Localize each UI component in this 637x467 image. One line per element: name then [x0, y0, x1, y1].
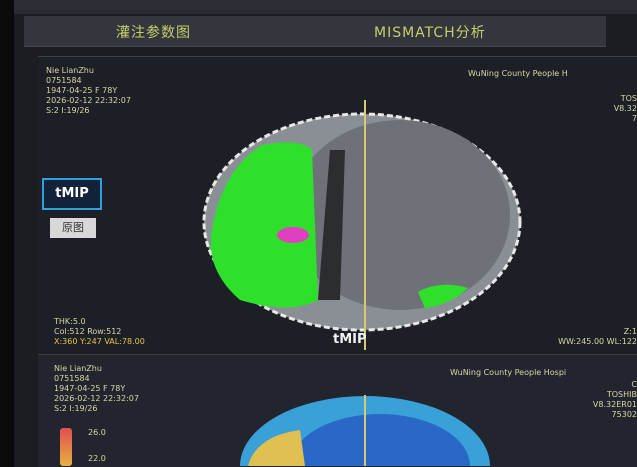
tab-mismatch-analysis[interactable]: MISMATCH分析: [374, 25, 486, 41]
infarct-core: [277, 227, 309, 243]
perfusion-delay-region: [248, 430, 305, 466]
hypoperfusion-region-2: [418, 284, 468, 308]
top-strip: [14, 0, 637, 14]
color-scale-bar: [60, 428, 72, 466]
tab-perfusion-maps[interactable]: 灌注参数图: [116, 25, 191, 41]
brain-tissue-right: [290, 120, 510, 310]
hypoperfusion-region: [210, 142, 318, 308]
tmip-button[interactable]: tMIP: [42, 178, 102, 210]
perfusion-brain-core: [290, 414, 470, 466]
color-scale-mid: 22.0: [88, 454, 106, 463]
device-info: TOS V8.32 7: [613, 94, 637, 123]
device-info-2: C TOSHIB V8.32ER01 75302: [592, 380, 637, 419]
monitor-bezel: [0, 0, 14, 467]
hospital-name: WuNing County People H: [468, 69, 568, 78]
cursor-readout: X:360 Y:247 VAL:78.00: [54, 337, 145, 346]
patient-info-2: Nie LianZhu 0751584 1947-04-25 F 78Y 2026-0…: [54, 364, 139, 413]
patient-info: Nie LianZhu 0751584 1947-04-25 F 78Y 2026-0…: [46, 66, 131, 115]
slice-info: THK:5.0 Col:512 Row:512 X:360 Y:247 VAL:78…: [54, 317, 145, 346]
hospital-name-2: WuNing County People Hospi: [450, 368, 567, 377]
window-level: Z:1 WW:245.00 WL:122: [558, 327, 637, 346]
color-scale-max: 26.0: [88, 428, 106, 437]
tab-bar: 灌注参数图 MISMATCH分析: [24, 16, 606, 47]
view-label: tMIP: [333, 332, 367, 347]
ventricle: [318, 150, 345, 300]
original-image-button[interactable]: 原图: [50, 218, 96, 238]
